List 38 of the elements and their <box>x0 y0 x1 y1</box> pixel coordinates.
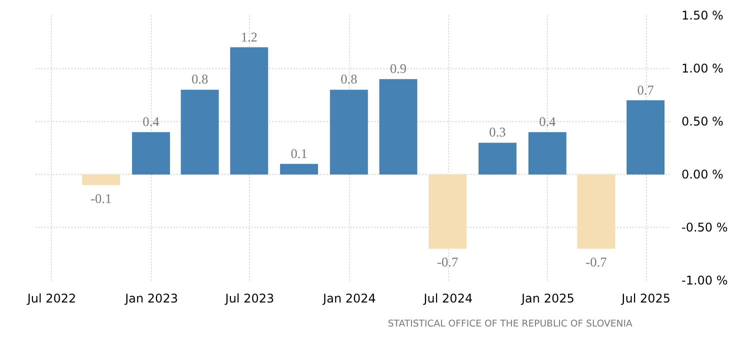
bar <box>577 174 616 249</box>
data-label: -0.7 <box>586 254 608 270</box>
bar <box>230 47 268 174</box>
data-label: 0.4 <box>539 114 556 130</box>
text: STATISTICAL OFFICE OF THE REPUBLIC OF SLOVENIA <box>388 318 634 330</box>
x-tick-label: Jul 2022 <box>26 292 76 306</box>
data-label: 1.2 <box>240 29 258 44</box>
data-label: -0.1 <box>90 191 112 206</box>
bar <box>428 174 467 249</box>
y-tick-label: 1.00 % <box>682 62 724 76</box>
bar <box>180 90 219 174</box>
x-tick-label: Jan 2025 <box>520 292 574 306</box>
data-label: 0.3 <box>489 124 506 140</box>
x-tick-label: Jan 2023 <box>124 292 178 306</box>
y-tick-label: 0.00 % <box>682 168 724 182</box>
bar <box>626 100 665 174</box>
y-tick-label: -0.50 % <box>682 220 728 234</box>
bar <box>379 79 418 174</box>
y-tick-label: 1.50 % <box>682 8 724 22</box>
bar <box>330 90 368 174</box>
x-tick-label: Jan 2024 <box>322 292 376 306</box>
bar <box>132 132 170 174</box>
bar <box>478 142 516 174</box>
data-label: 0.8 <box>340 72 358 87</box>
y-tick-label: -1.00 % <box>682 274 728 288</box>
x-tick-label: Jul 2023 <box>224 292 274 306</box>
bar <box>82 174 120 186</box>
data-label: 0.4 <box>142 114 160 130</box>
bar <box>280 164 318 174</box>
data-label: 0.8 <box>191 72 208 87</box>
x-tick-label: Jul 2024 <box>422 292 473 306</box>
data-label: 0.9 <box>390 61 407 76</box>
data-label: 0.1 <box>290 146 308 161</box>
bar <box>528 132 566 174</box>
x-tick-label: Jul 2025 <box>620 292 671 306</box>
y-tick-label: 0.50 % <box>682 114 724 128</box>
data-label: -0.7 <box>437 254 459 270</box>
data-label: 0.7 <box>637 82 654 98</box>
